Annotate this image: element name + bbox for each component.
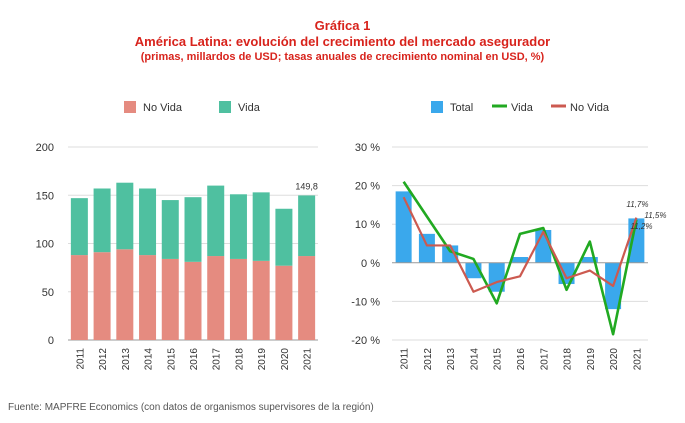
chart-subtitle: (primas, millardos de USD; tasas anuales… [140, 51, 545, 63]
chart-title: América Latina: evolución del crecimient… [134, 34, 551, 49]
bar-no-vida [139, 255, 157, 340]
legend-swatch [431, 101, 443, 113]
y-tick-label: -20 % [351, 335, 380, 347]
x-tick-label: 2017 [212, 348, 223, 371]
bar-no-vida [93, 252, 111, 340]
bar-vida [252, 192, 270, 261]
bar-total [442, 245, 459, 263]
bar-vida [161, 200, 179, 259]
bar-no-vida [116, 249, 134, 340]
y-tick-label: 30 % [355, 142, 380, 154]
data-label: 11,7% [626, 200, 648, 209]
x-tick-label: 2019 [586, 348, 597, 371]
legend-label: Vida [511, 102, 534, 114]
x-tick-label: 2014 [469, 348, 480, 371]
legend-swatch [124, 101, 136, 113]
x-tick-label: 2021 [303, 348, 314, 371]
x-tick-label: 2012 [98, 348, 109, 371]
legend-label: Total [450, 102, 473, 114]
x-tick-label: 2016 [189, 348, 200, 371]
x-tick-label: 2019 [257, 348, 268, 371]
bar-no-vida [184, 261, 202, 340]
x-tick-label: 2014 [144, 348, 155, 371]
y-tick-label: 0 % [361, 258, 380, 270]
x-tick-label: 2011 [400, 348, 411, 370]
y-tick-label: 10 % [355, 219, 380, 231]
x-tick-label: 2020 [280, 348, 291, 371]
figure-label: Gráfica 1 [314, 18, 371, 33]
x-tick-label: 2011 [75, 348, 86, 370]
y-tick-label: 20 % [355, 181, 380, 193]
bar-vida [207, 185, 225, 257]
x-tick-label: 2017 [539, 348, 550, 371]
bar-vida [116, 182, 134, 250]
bar-total [512, 257, 528, 263]
bar-vida [275, 208, 293, 266]
bar-no-vida [275, 265, 293, 340]
y-tick-label: 150 [36, 190, 54, 202]
legend-label: No Vida [570, 102, 610, 114]
y-tick-label: 200 [36, 142, 54, 154]
x-tick-label: 2018 [234, 348, 245, 371]
x-tick-label: 2015 [493, 348, 504, 371]
x-tick-label: 2021 [632, 348, 643, 371]
legend-swatch [219, 101, 231, 113]
x-tick-label: 2015 [166, 348, 177, 371]
y-tick-label: -10 % [351, 296, 380, 308]
bar-vida [184, 197, 202, 262]
x-tick-label: 2013 [446, 348, 457, 371]
bar-vida [139, 188, 157, 256]
y-tick-label: 0 [48, 335, 54, 347]
x-tick-label: 2018 [563, 348, 574, 371]
data-label: 11,2% [630, 222, 652, 231]
bar-vida [70, 198, 88, 256]
x-tick-label: 2020 [609, 348, 620, 371]
data-label: 11,5% [644, 211, 666, 220]
bar-no-vida [252, 260, 270, 340]
data-label: 149,8 [295, 181, 318, 191]
line-vida [402, 181, 638, 336]
source-note: Fuente: MAPFRE Economics (con datos de o… [8, 402, 374, 413]
y-tick-label: 50 [42, 287, 54, 299]
bar-no-vida [207, 256, 225, 340]
bar-total [395, 191, 412, 263]
y-tick-label: 100 [36, 239, 54, 251]
bar-vida [93, 188, 111, 253]
growth-rates-combo-chart: -20 % -10 % 0 % 10 % 20 % 30 % 2011 2012 2013 201… [351, 101, 666, 370]
x-tick-label: 2016 [516, 348, 527, 371]
legend-label: Vida [238, 102, 261, 114]
bar-no-vida [161, 258, 179, 340]
bar-total [581, 257, 598, 263]
bar-vida [229, 194, 247, 259]
chart-title-block: Gráfica 1 América Latina: evolución del … [0, 18, 685, 64]
bar-total [418, 233, 435, 263]
bar-no-vida [229, 258, 247, 340]
line-no-vida [402, 196, 638, 293]
bar-no-vida [298, 256, 316, 340]
x-tick-label: 2013 [121, 348, 132, 371]
bar-no-vida [70, 255, 88, 340]
legend-label: No Vida [143, 102, 183, 114]
bar-vida [298, 195, 316, 257]
x-tick-label: 2012 [423, 348, 434, 371]
premiums-stacked-bar-chart: 0 50 100 150 200 2011 2012 2013 2014 2015 2016 2017… [36, 101, 318, 370]
